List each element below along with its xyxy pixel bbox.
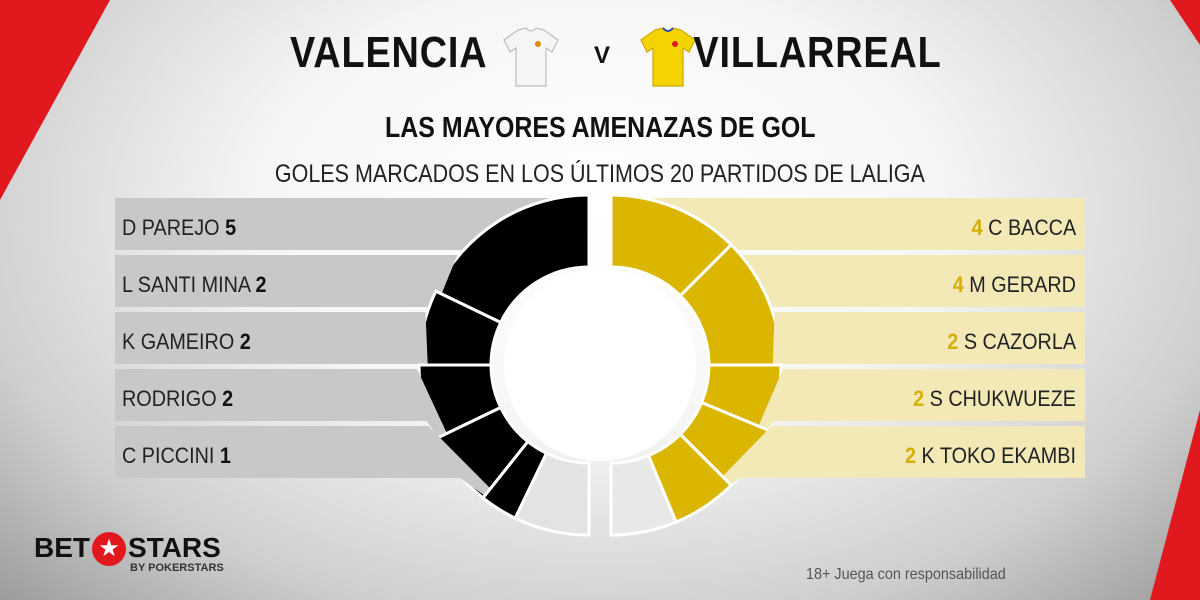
logo-text-right: STARS	[128, 532, 221, 563]
corner-accent-top-left	[0, 0, 110, 200]
logo-subtitle: BY POKERSTARS	[130, 562, 224, 574]
player-goals: 2	[913, 386, 925, 411]
star-icon: ★	[92, 532, 126, 566]
player-name: RODRIGO	[122, 386, 217, 411]
player-goals: 1	[219, 443, 231, 468]
player-goals: 4	[952, 272, 964, 297]
corner-accent-bottom-right	[1150, 410, 1200, 600]
versus-label: V	[593, 42, 610, 69]
away-player-bar	[742, 255, 1085, 307]
away-player-bar	[747, 369, 1085, 461]
donut-center	[504, 269, 696, 461]
betstars-logo: BET ★ STARS BY POKERSTARS	[34, 532, 224, 574]
away-player-row: 2 S CHUKWUEZE	[895, 374, 1076, 424]
player-goals: 5	[225, 215, 237, 240]
player-goals: 2	[222, 386, 234, 411]
home-player-row: D PAREJO 5	[122, 203, 249, 253]
away-player-bar	[644, 198, 1085, 250]
away-remainder-segment	[609, 453, 679, 537]
yellow-jersey-icon	[640, 27, 696, 87]
chart-subtitle: GOLES MARCADOS EN LOS ÚLTIMOS 20 PARTIDO…	[275, 160, 925, 188]
away-player-bar	[771, 312, 1085, 401]
player-name: S CHUKWUEZE	[929, 386, 1076, 411]
home-remainder-segment	[513, 451, 591, 537]
home-player-bar	[115, 255, 458, 333]
player-goals: 4	[971, 215, 983, 240]
player-name: L SANTI MINA	[122, 272, 250, 297]
logo-text-left: BET	[34, 532, 90, 563]
chart-title: LAS MAYORES AMENAZAS DE GOL	[384, 112, 816, 144]
player-goals: 2	[239, 329, 251, 354]
away-player-row: 2 K TOKO EKAMBI	[886, 431, 1076, 481]
player-goals: 2	[905, 443, 917, 468]
home-player-bar	[115, 369, 461, 472]
home-player-row: C PICCINI 1	[122, 431, 243, 481]
away-player-row: 2 S CAZORLA	[933, 317, 1076, 367]
away-player-row: 4 M GERARD	[939, 260, 1076, 310]
player-name: K TOKO EKAMBI	[921, 443, 1076, 468]
home-player-bar	[115, 198, 556, 250]
player-goals: 2	[947, 329, 959, 354]
home-team-name: VALENCIA	[290, 28, 488, 77]
home-player-bar	[115, 426, 502, 508]
player-name: S CAZORLA	[963, 329, 1076, 354]
away-team-name: VILLARREAL	[693, 28, 942, 77]
away-player-row: 4 C BACCA	[960, 203, 1076, 253]
corner-accent-top-right	[1170, 0, 1200, 45]
home-player-row: L SANTI MINA 2	[122, 260, 283, 310]
white-jersey-icon	[503, 27, 559, 87]
home-player-row: K GAMEIRO 2	[122, 317, 265, 367]
player-name: D PAREJO	[122, 215, 220, 240]
player-name: M GERARD	[969, 272, 1076, 297]
away-player-bar	[702, 426, 1085, 506]
player-name: K GAMEIRO	[122, 329, 235, 354]
home-player-bar	[115, 312, 430, 406]
player-goals: 2	[255, 272, 267, 297]
player-name: C BACCA	[987, 215, 1076, 240]
home-player-row: RODRIGO 2	[122, 374, 246, 424]
player-name: C PICCINI	[122, 443, 215, 468]
responsible-gambling-note: 18+ Juega con responsabilidad	[806, 566, 1006, 583]
